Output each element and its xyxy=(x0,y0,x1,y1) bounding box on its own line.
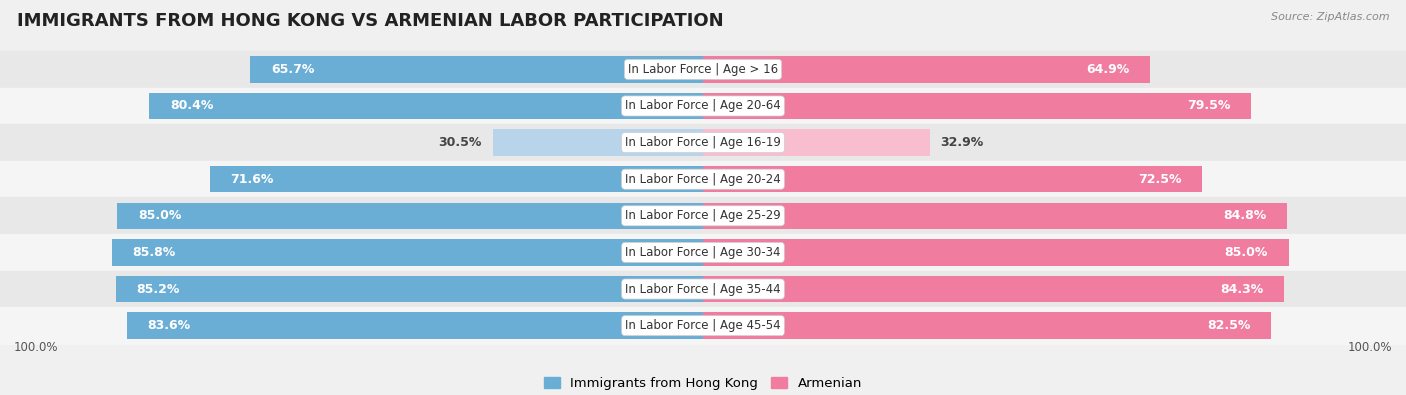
Text: In Labor Force | Age 20-24: In Labor Force | Age 20-24 xyxy=(626,173,780,186)
Text: In Labor Force | Age > 16: In Labor Force | Age > 16 xyxy=(628,63,778,76)
Text: In Labor Force | Age 35-44: In Labor Force | Age 35-44 xyxy=(626,282,780,295)
Text: 64.9%: 64.9% xyxy=(1087,63,1129,76)
Text: 82.5%: 82.5% xyxy=(1208,319,1251,332)
Bar xyxy=(0,88,1406,124)
Bar xyxy=(250,56,703,83)
Text: 85.0%: 85.0% xyxy=(138,209,181,222)
Bar xyxy=(703,276,1284,302)
Bar xyxy=(0,271,1406,307)
Bar xyxy=(0,307,1406,344)
Text: 80.4%: 80.4% xyxy=(170,100,214,113)
Bar xyxy=(703,239,1289,265)
Bar xyxy=(703,166,1202,192)
Bar xyxy=(0,124,1406,161)
Bar xyxy=(149,93,703,119)
Bar xyxy=(494,130,703,156)
Text: 100.0%: 100.0% xyxy=(14,341,59,354)
Bar xyxy=(0,161,1406,198)
Text: 84.3%: 84.3% xyxy=(1220,282,1263,295)
Bar xyxy=(209,166,703,192)
Legend: Immigrants from Hong Kong, Armenian: Immigrants from Hong Kong, Armenian xyxy=(538,371,868,395)
Bar xyxy=(0,198,1406,234)
Text: 30.5%: 30.5% xyxy=(439,136,482,149)
Bar xyxy=(112,239,703,265)
Text: In Labor Force | Age 16-19: In Labor Force | Age 16-19 xyxy=(626,136,780,149)
Text: In Labor Force | Age 45-54: In Labor Force | Age 45-54 xyxy=(626,319,780,332)
Text: 32.9%: 32.9% xyxy=(941,136,984,149)
Bar xyxy=(703,312,1271,339)
Text: In Labor Force | Age 20-64: In Labor Force | Age 20-64 xyxy=(626,100,780,113)
Bar xyxy=(0,51,1406,88)
Text: 85.0%: 85.0% xyxy=(1225,246,1268,259)
Text: IMMIGRANTS FROM HONG KONG VS ARMENIAN LABOR PARTICIPATION: IMMIGRANTS FROM HONG KONG VS ARMENIAN LA… xyxy=(17,12,724,30)
Bar xyxy=(703,56,1150,83)
Bar xyxy=(127,312,703,339)
Bar xyxy=(117,276,703,302)
Text: Source: ZipAtlas.com: Source: ZipAtlas.com xyxy=(1271,12,1389,22)
Text: 71.6%: 71.6% xyxy=(231,173,274,186)
Bar xyxy=(118,203,703,229)
Text: In Labor Force | Age 25-29: In Labor Force | Age 25-29 xyxy=(626,209,780,222)
Text: 85.2%: 85.2% xyxy=(136,282,180,295)
Text: 72.5%: 72.5% xyxy=(1139,173,1182,186)
Text: 79.5%: 79.5% xyxy=(1187,100,1230,113)
Text: 100.0%: 100.0% xyxy=(1347,341,1392,354)
Bar xyxy=(703,130,929,156)
Bar xyxy=(703,93,1251,119)
Text: 84.8%: 84.8% xyxy=(1223,209,1267,222)
Text: 65.7%: 65.7% xyxy=(271,63,315,76)
Bar xyxy=(0,234,1406,271)
Text: 83.6%: 83.6% xyxy=(148,319,191,332)
Bar xyxy=(703,203,1288,229)
Text: 85.8%: 85.8% xyxy=(132,246,176,259)
Text: In Labor Force | Age 30-34: In Labor Force | Age 30-34 xyxy=(626,246,780,259)
